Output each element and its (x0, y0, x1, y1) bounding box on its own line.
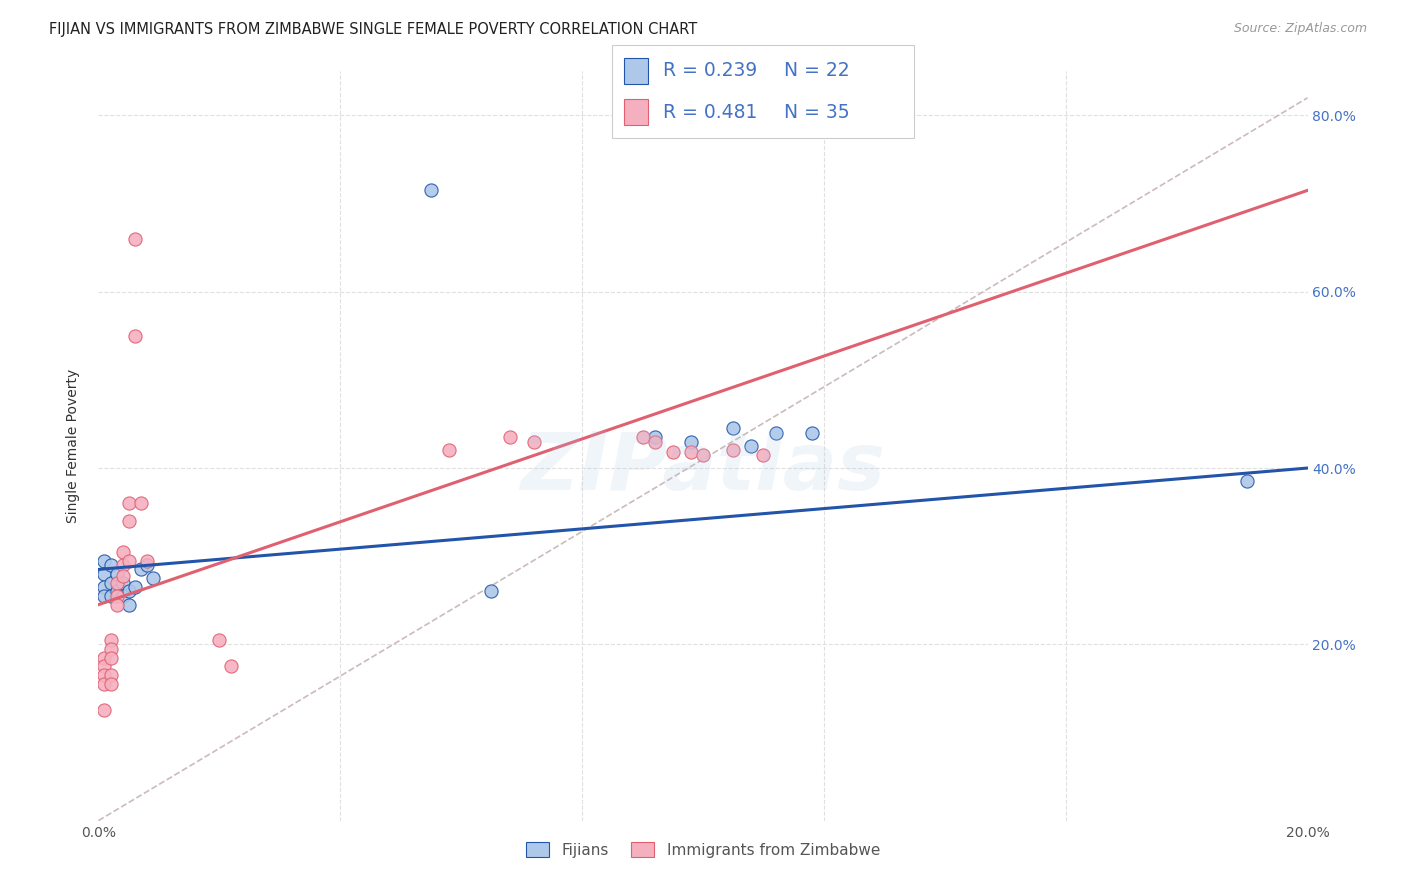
Point (129, 562, 152, 576)
Point (135, 553, 157, 567)
Point (100, 558, 122, 572)
Point (124, 232, 146, 246)
Point (1236, 475, 1258, 489)
Point (111, 589, 134, 603)
Point (111, 545, 134, 559)
Y-axis label: Single Female Poverty: Single Female Poverty (66, 369, 80, 523)
Point (644, 434, 666, 449)
Point (93, 668, 115, 682)
Point (118, 514, 141, 528)
Point (692, 448, 714, 462)
Point (800, 425, 823, 440)
Point (93, 677, 115, 691)
Point (105, 566, 128, 581)
Point (105, 575, 128, 590)
Point (100, 575, 122, 590)
Point (437, 443, 460, 458)
Text: Source: ZipAtlas.com: Source: ZipAtlas.com (1233, 22, 1367, 36)
Point (420, 183, 443, 197)
Point (523, 434, 546, 449)
Point (118, 496, 141, 510)
Point (129, 496, 152, 510)
Point (111, 558, 134, 572)
Point (135, 558, 157, 572)
Point (118, 584, 141, 599)
Point (93, 589, 115, 603)
Point (93, 650, 115, 665)
Point (93, 659, 115, 673)
Point (661, 445, 683, 459)
Point (765, 425, 787, 440)
Point (100, 677, 122, 691)
Point (100, 632, 122, 647)
Point (498, 430, 520, 444)
Point (124, 328, 146, 343)
Point (118, 553, 141, 567)
Text: R = 0.239: R = 0.239 (664, 62, 758, 80)
Point (100, 589, 122, 603)
Text: FIJIAN VS IMMIGRANTS FROM ZIMBABWE SINGLE FEMALE POVERTY CORRELATION CHART: FIJIAN VS IMMIGRANTS FROM ZIMBABWE SINGL… (49, 22, 697, 37)
Legend: Fijians, Immigrants from Zimbabwe: Fijians, Immigrants from Zimbabwe (519, 834, 887, 865)
Bar (624, 58, 648, 84)
Text: N = 35: N = 35 (785, 103, 849, 121)
Point (93, 703, 115, 717)
Point (740, 439, 762, 453)
Point (752, 448, 775, 462)
Point (93, 580, 115, 594)
Text: N = 22: N = 22 (785, 62, 849, 80)
Point (100, 668, 122, 682)
Point (679, 434, 702, 449)
Text: ZIPatlas: ZIPatlas (520, 429, 886, 508)
Point (105, 584, 128, 599)
Point (124, 580, 146, 594)
Point (723, 421, 745, 435)
Point (100, 641, 122, 656)
Point (221, 659, 243, 673)
Point (208, 632, 231, 647)
Point (723, 443, 745, 458)
Point (111, 575, 134, 590)
Point (481, 584, 503, 599)
Point (118, 598, 141, 612)
Point (142, 571, 165, 585)
Point (93, 553, 115, 567)
Point (631, 430, 654, 444)
Point (679, 445, 702, 459)
Point (100, 650, 122, 665)
Point (111, 568, 134, 582)
Point (93, 566, 115, 581)
Text: R = 0.481: R = 0.481 (664, 103, 758, 121)
Point (105, 598, 128, 612)
Bar (624, 99, 648, 125)
Point (105, 589, 128, 603)
Point (644, 430, 666, 444)
